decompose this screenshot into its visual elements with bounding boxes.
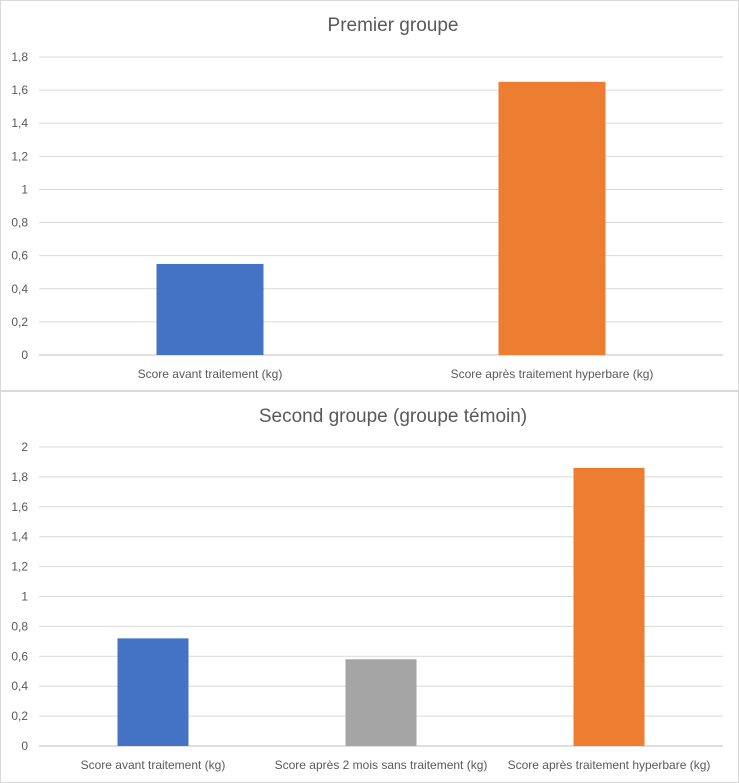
bar (573, 467, 645, 746)
category-label: Score avant traitement (kg) (81, 758, 226, 772)
y-tick-label: 1 (21, 182, 28, 196)
chart-panel-second-groupe: Second groupe (groupe témoin) 0 0,2 0,4 0,6 0… (0, 391, 739, 783)
y-tick-label: 1,6 (11, 500, 28, 514)
y-tick-label: 1 (21, 590, 28, 604)
bar (156, 263, 264, 355)
y-tick-label: 0,8 (11, 216, 28, 230)
y-tick-label: 0,4 (11, 282, 28, 296)
category-label: Score après 2 mois sans traitement (kg) (275, 758, 488, 772)
y-tick-label: 0,6 (11, 649, 28, 663)
y-tick-label: 1,8 (11, 470, 28, 484)
chart-title: Premier groupe (328, 15, 459, 36)
bar (345, 659, 417, 746)
y-tick-label: 2 (21, 440, 28, 454)
y-tick-label: 1,2 (11, 149, 28, 163)
y-tick-label: 0 (21, 348, 28, 362)
y-tick-label: 1,4 (11, 116, 28, 130)
bar (117, 638, 189, 746)
y-tick-label: 1,6 (11, 83, 28, 97)
bar (498, 81, 606, 355)
y-tick-label: 1,4 (11, 530, 28, 544)
y-tick-label: 0,2 (11, 315, 28, 329)
y-tick-label: 1,8 (11, 50, 28, 64)
category-label: Score avant traitement (kg) (138, 367, 283, 381)
chart-second-groupe: Second groupe (groupe témoin) 0 0,2 0,4 0,6 0… (11, 406, 723, 772)
chart-premier-groupe: Premier groupe 0 0,2 0,4 0,6 0,8 1 1,2 1,4 1,6 1,8… (11, 15, 723, 381)
y-tick-label: 0,2 (11, 709, 28, 723)
category-label: Score après traitement hyperbare (kg) (508, 758, 711, 772)
y-tick-label: 1,2 (11, 560, 28, 574)
chart-panel-premier-groupe: Premier groupe 0 0,2 0,4 0,6 0,8 1 1,2 1,4 1,6 1,8… (0, 0, 739, 391)
y-tick-label: 0,8 (11, 619, 28, 633)
y-tick-label: 0 (21, 739, 28, 753)
y-tick-label: 0,6 (11, 249, 28, 263)
chart-title: Second groupe (groupe témoin) (259, 406, 527, 427)
y-tick-label: 0,4 (11, 679, 28, 693)
category-label: Score après traitement hyperbare (kg) (451, 367, 654, 381)
